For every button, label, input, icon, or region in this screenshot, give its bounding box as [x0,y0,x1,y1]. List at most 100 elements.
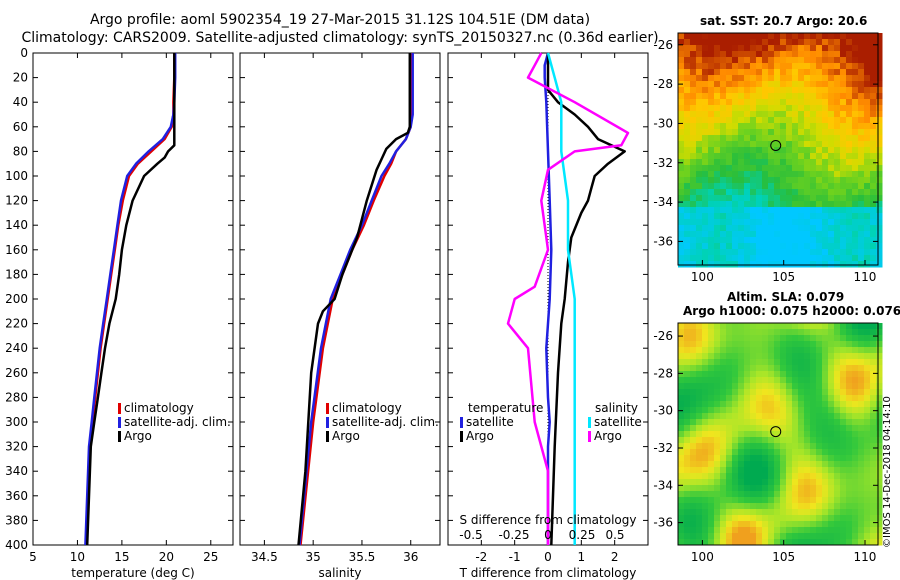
map-cell [834,207,841,214]
map-cell [708,329,715,336]
map-cell [744,389,751,396]
map-cell [738,195,745,202]
map-cell [690,371,697,378]
map-cell [786,503,793,510]
map-cell [768,231,775,238]
map-cell [870,39,877,46]
series-line-climatology [85,53,176,546]
map-cell [846,75,853,82]
map-cell [858,219,865,226]
x-tick-label: -2 [475,550,487,564]
map-cell [864,231,871,238]
map-cell [744,45,751,52]
map-cell [870,395,877,402]
map-cell [852,437,859,444]
map-cell [690,467,697,474]
map-cell [822,237,829,244]
map-cell [822,123,829,130]
map-cell [840,159,847,166]
map-cell [696,533,703,540]
map-cell [840,479,847,486]
map-cell [774,395,781,402]
map-cell [768,153,775,160]
map-cell [828,431,835,438]
map-cell [762,395,769,402]
x-tick-label: 25 [203,550,218,564]
map-cell [870,123,877,130]
map-cell [828,45,835,52]
map-cell [822,323,829,330]
map-cell [792,45,799,52]
map-cell [786,485,793,492]
map-cell [798,231,805,238]
map-cell [780,413,787,420]
map-cell [690,255,697,262]
series-line-salinity-satellite [546,52,576,545]
map-cell [720,461,727,468]
map-cell [702,425,709,432]
map-cell [732,87,739,94]
map-cell [702,87,709,94]
map-cell [720,407,727,414]
map-cell [858,347,865,354]
map-cell [870,425,877,432]
map-cell [780,201,787,208]
map-cell [864,347,871,354]
map-cell [678,129,685,136]
map-cell [702,213,709,220]
map-cell [696,207,703,214]
map-cell [756,503,763,510]
map-cell [714,425,721,432]
map-cell [852,371,859,378]
map-cell [756,189,763,196]
map-cell [738,365,745,372]
map-cell [690,165,697,172]
map-cell [852,123,859,130]
map-cell [816,255,823,262]
map-cell [846,171,853,178]
map-cell [774,129,781,136]
map-cell [762,243,769,250]
map-cell [828,437,835,444]
map-cell [762,63,769,70]
map-cell [798,243,805,250]
map-cell [822,63,829,70]
map-cell [684,383,691,390]
map-cell [750,407,757,414]
map-cell [846,323,853,330]
map-cell [732,183,739,190]
map-cell [816,455,823,462]
map-cell [720,341,727,348]
map-cell [708,365,715,372]
map-cell [678,111,685,118]
map-cell [876,177,883,184]
map-cell [858,383,865,390]
map-cell [732,539,739,546]
map-cell [828,383,835,390]
map-cell [870,461,877,468]
map-cell [762,443,769,450]
sla-argo-title: Argo h1000: 0.075 h2000: 0.076 [683,304,900,318]
map-cell [852,165,859,172]
map-cell [852,395,859,402]
map-cell [864,341,871,348]
map-cell [804,261,811,268]
map-cell [834,177,841,184]
map-cell [870,389,877,396]
map-cell [708,75,715,82]
map-cell [738,129,745,136]
map-cell [732,123,739,130]
map-cell [876,243,883,250]
map-cell [816,105,823,112]
map-cell [708,431,715,438]
map-cell [774,323,781,330]
map-cell [804,63,811,70]
map-cell [798,135,805,142]
map-cell [804,437,811,444]
map-cell [876,231,883,238]
map-cell [840,461,847,468]
map-cell [702,509,709,516]
map-cell [798,111,805,118]
map-cell [804,87,811,94]
map-cell [858,533,865,540]
